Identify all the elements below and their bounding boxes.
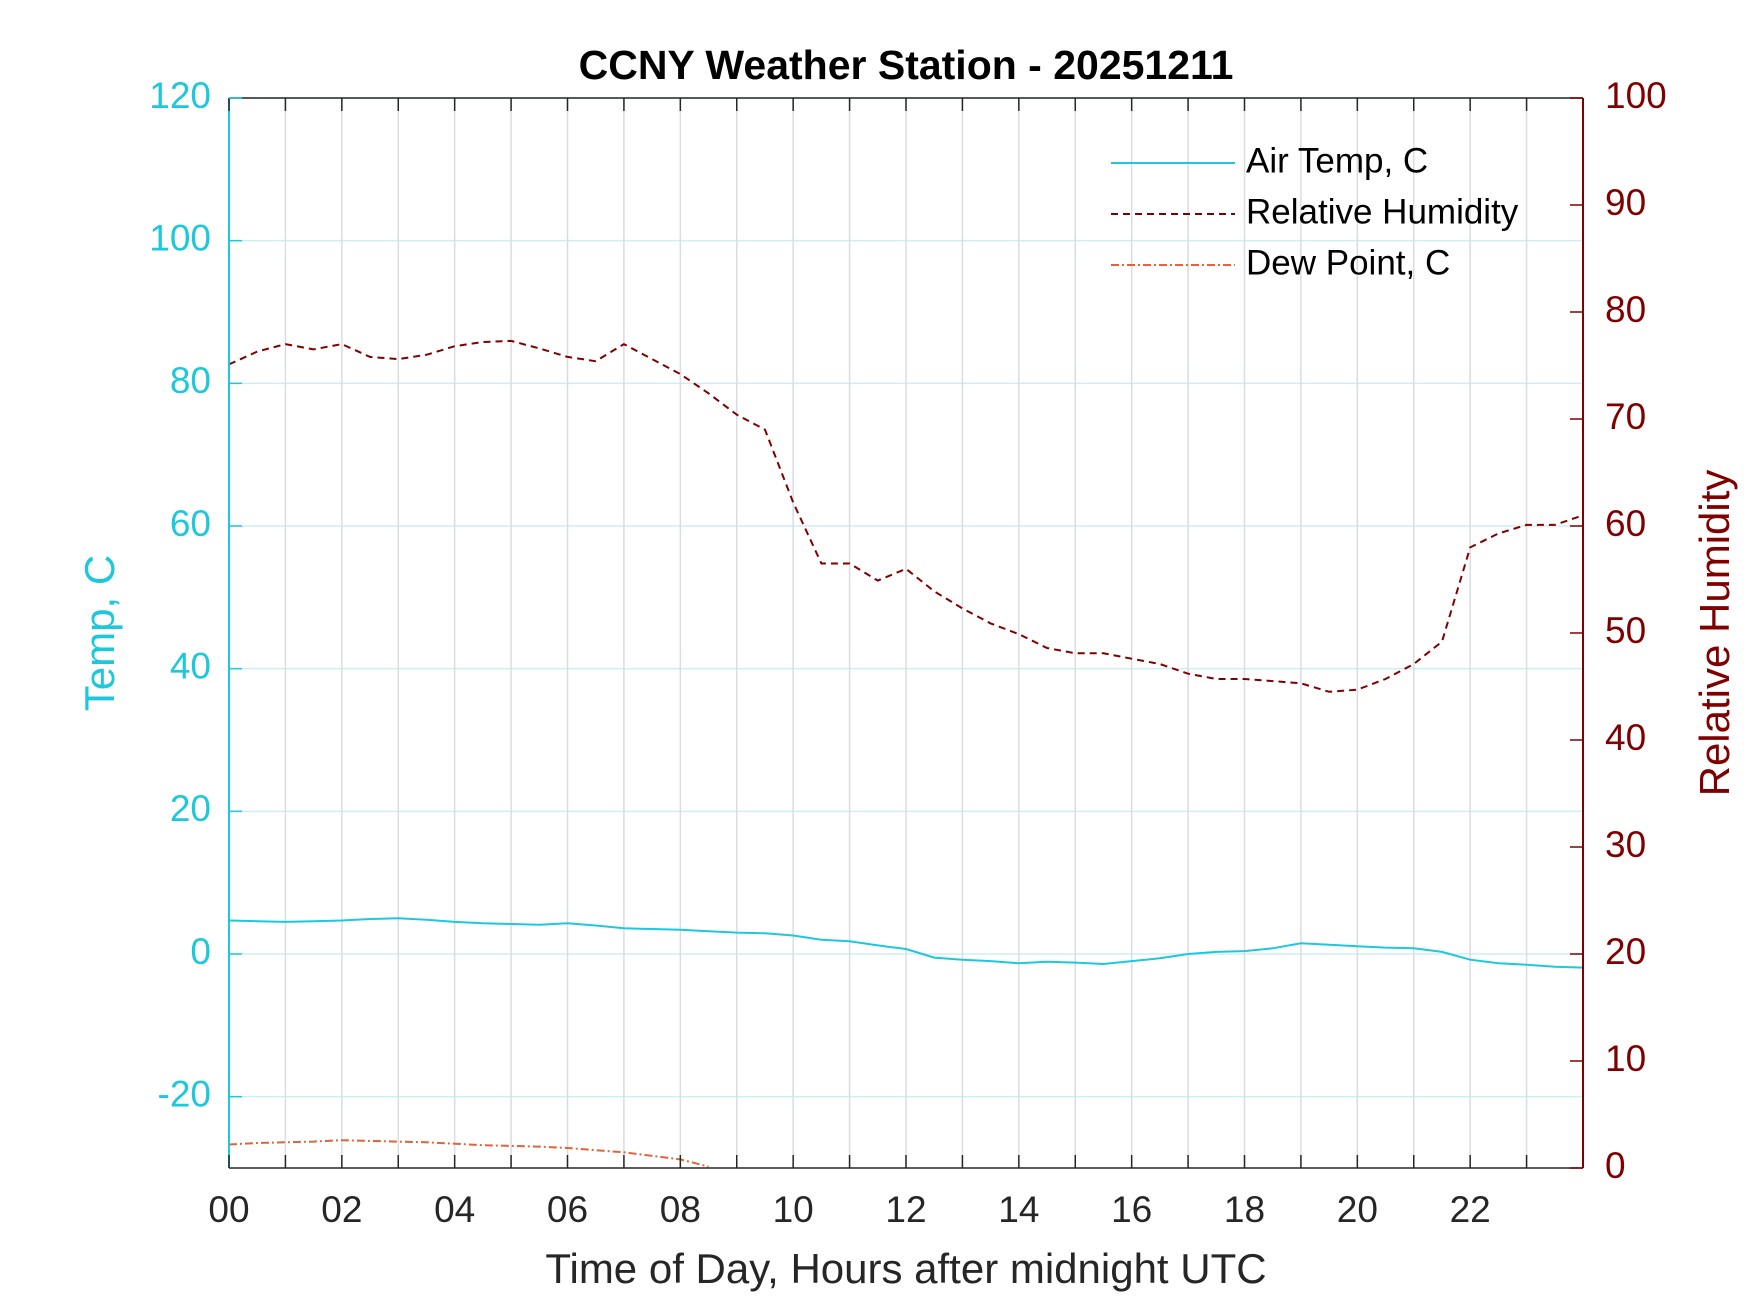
x-tick-label: 08 (660, 1189, 701, 1230)
data-line (229, 917, 1583, 969)
x-tick-label: 02 (321, 1189, 362, 1230)
y-tick-label: 100 (149, 217, 211, 258)
y-tick-label: -20 (158, 1073, 211, 1114)
data-line (229, 1139, 709, 1168)
y2-tick-label: 20 (1605, 931, 1646, 972)
data-line (229, 339, 1583, 693)
x-tick-label: 18 (1224, 1189, 1265, 1230)
x-tick-label: 10 (773, 1189, 814, 1230)
x-tick-label: 20 (1337, 1189, 1378, 1230)
y2-tick-label: 50 (1605, 610, 1646, 651)
x-tick-label: 06 (547, 1189, 588, 1230)
legend-label: Dew Point, C (1246, 243, 1450, 282)
y2-tick-label: 0 (1605, 1145, 1626, 1186)
y-tick-label: 80 (170, 360, 211, 401)
x-tick-label: 04 (434, 1189, 475, 1230)
y2-tick-label: 60 (1605, 503, 1646, 544)
y-axis-label: Temp, C (76, 555, 123, 711)
x-tick-label: 00 (208, 1189, 249, 1230)
y2-tick-label: 70 (1605, 396, 1646, 437)
x-tick-label: 14 (998, 1189, 1039, 1230)
y2-tick-label: 90 (1605, 182, 1646, 223)
y-tick-label: 40 (170, 645, 211, 686)
y-tick-label: 20 (170, 788, 211, 829)
x-axis-label: Time of Day, Hours after midnight UTC (545, 1245, 1266, 1292)
y2-tick-label: 10 (1605, 1038, 1646, 1079)
chart-title: CCNY Weather Station - 20251211 (579, 42, 1234, 88)
legend-label: Air Temp, C (1246, 141, 1428, 180)
y2-tick-label: 80 (1605, 289, 1646, 330)
y2-tick-label: 30 (1605, 824, 1646, 865)
y-tick-label: 120 (149, 75, 211, 116)
y2-tick-label: 100 (1605, 75, 1667, 116)
x-tick-label: 16 (1111, 1189, 1152, 1230)
y2-tick-label: 40 (1605, 717, 1646, 758)
y-tick-label: 0 (190, 931, 211, 972)
y-tick-label: 60 (170, 503, 211, 544)
x-tick-label: 22 (1450, 1189, 1491, 1230)
legend-label: Relative Humidity (1246, 192, 1519, 231)
series-layer (229, 339, 1583, 1168)
x-tick-label: 12 (885, 1189, 926, 1230)
y2-axis-label: Relative Humidity (1691, 470, 1738, 797)
